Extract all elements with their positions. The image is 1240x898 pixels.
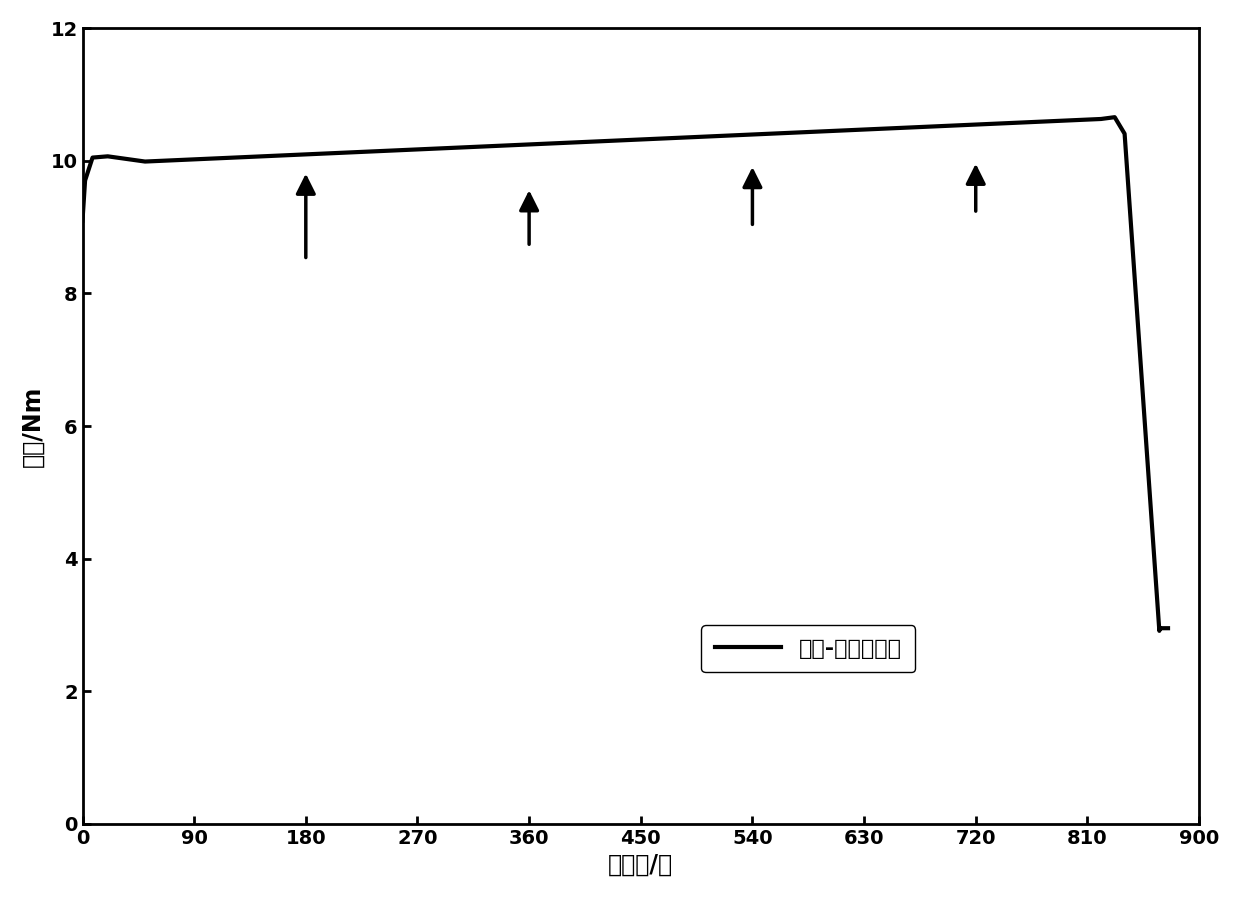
Legend: 扭矩-扭转角曲线: 扭矩-扭转角曲线 <box>701 625 915 672</box>
X-axis label: 扭转角/度: 扭转角/度 <box>608 853 673 877</box>
Y-axis label: 扭矩/Nm: 扭矩/Nm <box>21 385 45 467</box>
